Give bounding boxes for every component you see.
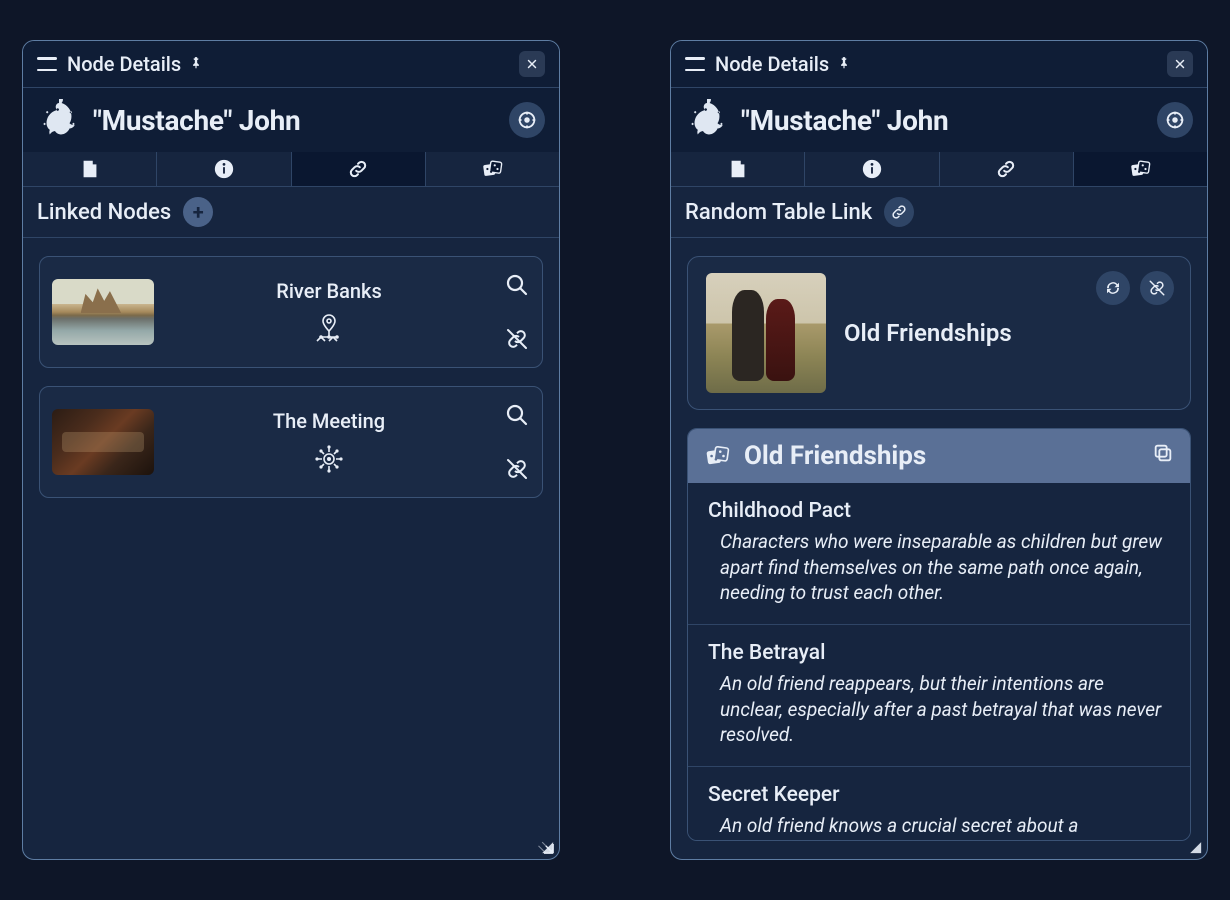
linked-node-card[interactable]: The Meeting (39, 386, 543, 498)
table-entry[interactable]: Secret Keeper An old friend knows a cruc… (688, 767, 1190, 840)
menu-icon[interactable] (37, 57, 57, 71)
virus-network-icon (313, 443, 345, 475)
random-table-body: Old Friendships Old Friendships (671, 238, 1207, 859)
tab-random[interactable] (426, 152, 559, 186)
unlink-button[interactable] (504, 456, 530, 482)
search-node-button[interactable] (504, 272, 530, 298)
linked-node-thumbnail (52, 409, 154, 475)
random-table-section: Old Friendships Childhood Pact Character… (687, 428, 1191, 841)
entity-name: "Mustache" John (741, 104, 948, 137)
node-details-panel-left: Node Details "Mustache" John (22, 40, 560, 860)
entity-type-icon (37, 98, 81, 142)
unlink-table-button[interactable] (1140, 271, 1174, 305)
linked-node-thumbnail (52, 279, 154, 345)
linked-node-name: The Meeting (273, 409, 385, 433)
entity-header: "Mustache" John (23, 88, 559, 152)
focus-node-button[interactable] (509, 102, 545, 138)
entry-title: The Betrayal (708, 641, 1170, 665)
tabs (23, 152, 559, 187)
linked-nodes-header: Linked Nodes + (23, 187, 559, 238)
close-button[interactable] (519, 51, 545, 77)
pin-icon[interactable] (189, 55, 203, 74)
entry-title: Childhood Pact (708, 499, 1170, 523)
random-table-entries[interactable]: Childhood Pact Characters who were insep… (688, 483, 1190, 840)
entity-type-icon (685, 98, 729, 142)
link-icon (884, 197, 914, 227)
focus-node-button[interactable] (1157, 102, 1193, 138)
dice-icon (704, 443, 730, 469)
section-title: Random Table Link (685, 200, 872, 225)
tab-random[interactable] (1074, 152, 1207, 186)
random-table-thumbnail (706, 273, 826, 393)
entry-description: An old friend reappears, but their inten… (708, 671, 1170, 748)
resize-handle[interactable] (533, 833, 555, 855)
entity-header: "Mustache" John (671, 88, 1207, 152)
panel-title: Node Details (67, 52, 181, 76)
node-details-panel-right: Node Details "Mustache" John (670, 40, 1208, 860)
map-pin-network-icon (313, 313, 345, 345)
add-link-button[interactable]: + (183, 197, 213, 227)
entry-description: An old friend knows a crucial secret abo… (708, 813, 1170, 840)
panel-header: Node Details (23, 41, 559, 88)
table-entry[interactable]: The Betrayal An old friend reappears, bu… (688, 625, 1190, 767)
search-node-button[interactable] (504, 402, 530, 428)
tab-info[interactable] (157, 152, 291, 186)
linked-node-card[interactable]: River Banks (39, 256, 543, 368)
copy-icon[interactable] (1152, 441, 1174, 471)
panel-header: Node Details (671, 41, 1207, 88)
entity-name: "Mustache" John (93, 104, 300, 137)
random-table-card[interactable]: Old Friendships (687, 256, 1191, 410)
tab-notes[interactable] (23, 152, 157, 186)
pin-icon[interactable] (837, 55, 851, 74)
random-table-title: Old Friendships (744, 441, 926, 471)
tab-links[interactable] (292, 152, 426, 186)
tab-notes[interactable] (671, 152, 805, 186)
panel-title: Node Details (715, 52, 829, 76)
resize-handle[interactable] (1181, 833, 1203, 855)
linked-node-name: River Banks (276, 279, 382, 303)
tabs (671, 152, 1207, 187)
random-table-name: Old Friendships (844, 319, 1012, 347)
entry-title: Secret Keeper (708, 783, 1170, 807)
section-title: Linked Nodes (37, 200, 171, 225)
menu-icon[interactable] (685, 57, 705, 71)
close-button[interactable] (1167, 51, 1193, 77)
tab-info[interactable] (805, 152, 939, 186)
tab-links[interactable] (940, 152, 1074, 186)
unlink-button[interactable] (504, 326, 530, 352)
table-entry[interactable]: Childhood Pact Characters who were insep… (688, 483, 1190, 625)
entry-description: Characters who were inseparable as child… (708, 529, 1170, 606)
reroll-button[interactable] (1096, 271, 1130, 305)
random-table-link-header: Random Table Link (671, 187, 1207, 238)
random-table-header: Old Friendships (688, 429, 1190, 483)
linked-nodes-list: River Banks The Meeting (23, 238, 559, 859)
